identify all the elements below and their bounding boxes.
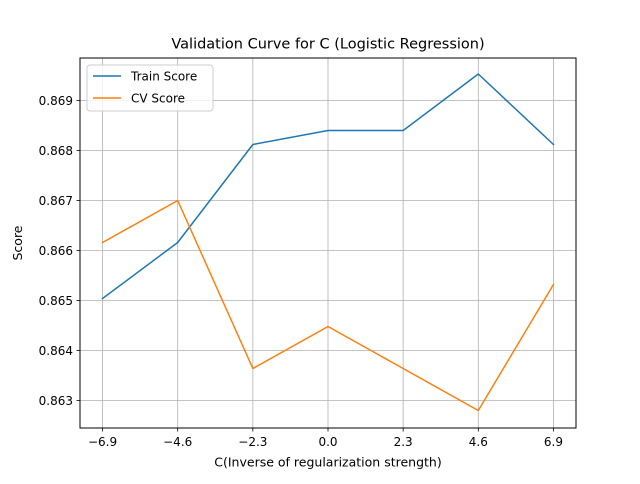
legend-label-cv-score: CV Score [131, 92, 185, 106]
y-tick-label-3: 0.866 [39, 244, 73, 258]
x-tick-label-2: −2.3 [238, 435, 267, 449]
y-tick-label-5: 0.868 [39, 144, 73, 158]
plot-lines [101, 73, 555, 412]
x-tick-label-1: −4.6 [163, 435, 192, 449]
x-axis-ticks: −6.9 −4.6 −2.3 0.0 2.3 4.6 6.9 [88, 428, 563, 449]
x-tick-label-5: 4.6 [469, 435, 488, 449]
x-tick-label-3: 0.0 [318, 435, 337, 449]
chart-title: Validation Curve for C (Logistic Regress… [171, 37, 484, 53]
series-line-train-score [101, 73, 555, 300]
y-tick-label-6: 0.869 [39, 94, 73, 108]
y-tick-label-4: 0.867 [39, 194, 73, 208]
x-axis-label: C(Inverse of regularization strength) [214, 455, 441, 470]
y-axis-label: Score [10, 225, 25, 260]
y-tick-label-2: 0.865 [39, 294, 73, 308]
x-tick-label-6: 6.9 [544, 435, 563, 449]
y-tick-label-1: 0.864 [39, 344, 73, 358]
legend: Train Score CV Score [86, 64, 214, 112]
x-tick-label-0: −6.9 [88, 435, 117, 449]
series-line-cv-score [101, 199, 555, 412]
x-tick-label-4: 2.3 [394, 435, 413, 449]
y-axis-ticks: 0.863 0.864 0.865 0.866 0.867 0.868 0.869 [39, 94, 80, 408]
y-tick-label-0: 0.863 [39, 394, 73, 408]
grid-lines [80, 58, 576, 428]
legend-label-train-score: Train Score [130, 70, 197, 84]
